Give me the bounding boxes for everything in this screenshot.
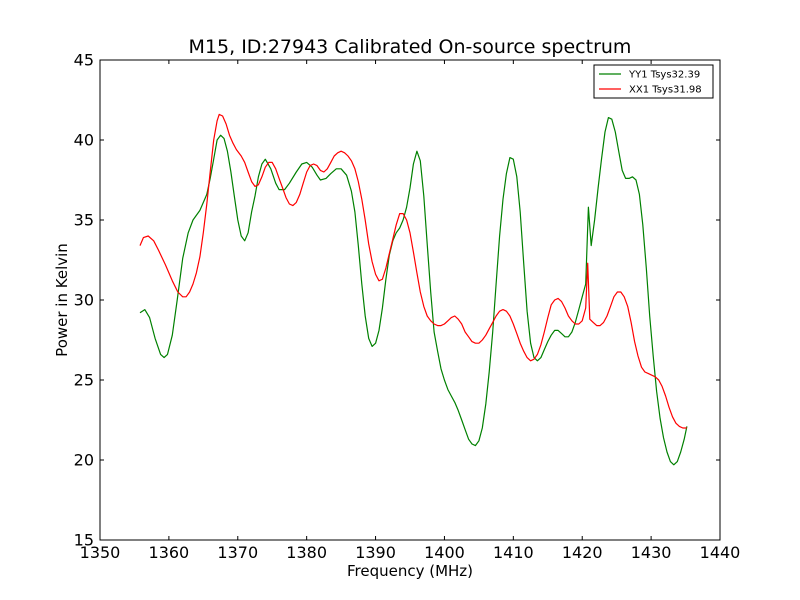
ticks-layer: 1350 1360 1370 1380 1390 1400 1410 1420 1430 1440… (74, 51, 741, 563)
y-tick-label: 25 (74, 371, 94, 390)
y-tick-label: 20 (74, 451, 94, 470)
x-tick-label: 1400 (424, 543, 465, 562)
y-tick-label: 45 (74, 51, 94, 70)
x-tick-label: 1360 (149, 543, 190, 562)
x-tick-label: 1390 (355, 543, 396, 562)
y-axis-label: Power in Kelvin (53, 243, 71, 357)
x-tick-label: 1440 (700, 543, 741, 562)
x-tick-label: 1420 (562, 543, 603, 562)
series-line-xx1 (139, 113, 687, 429)
plot-area (99, 59, 721, 541)
legend-label-yy1: YY1 Tsys32.39 (628, 70, 700, 81)
x-tick-label: 1350 (80, 543, 121, 562)
y-tick-label: 40 (74, 131, 94, 150)
legend-label-xx1: XX1 Tsys31.98 (629, 85, 702, 96)
x-axis-label: Frequency (MHz) (347, 562, 473, 580)
y-tick-label: 30 (74, 291, 94, 310)
x-tick-label: 1380 (286, 543, 327, 562)
x-tick-label: 1430 (631, 543, 672, 562)
legend-box (593, 64, 714, 99)
chart-title: M15, ID:27943 Calibrated On-source spect… (189, 36, 632, 58)
x-tick-label: 1410 (493, 543, 534, 562)
y-tick-label: 15 (74, 531, 94, 550)
y-tick-label: 35 (74, 211, 94, 230)
series-line-yy1 (139, 116, 688, 466)
legend: YY1 Tsys32.39 XX1 Tsys31.98 (593, 64, 714, 99)
series-layer (139, 113, 688, 466)
x-tick-label: 1370 (217, 543, 258, 562)
